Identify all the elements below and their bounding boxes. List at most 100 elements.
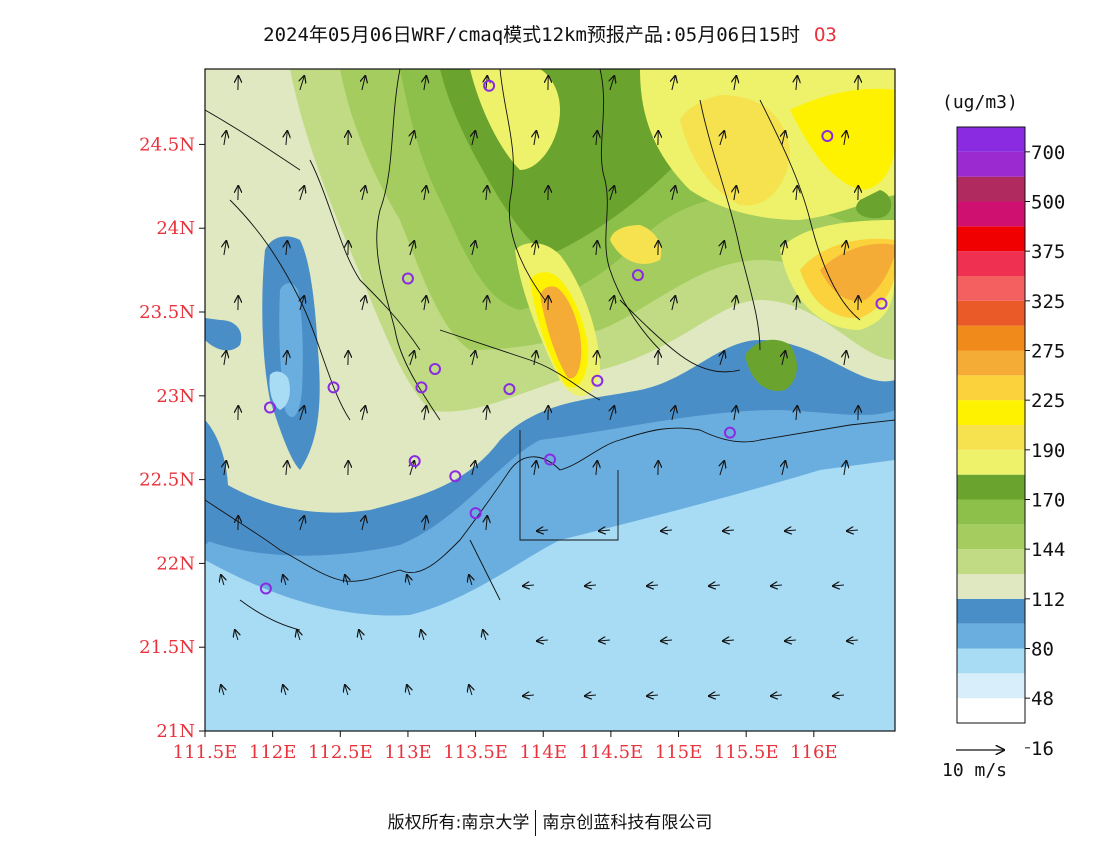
legend-swatch	[957, 325, 1025, 351]
wind-arrow	[847, 530, 858, 531]
wind-arrow	[833, 695, 844, 696]
monitoring-stations	[259, 79, 888, 595]
legend-swatch	[957, 251, 1025, 276]
wind-arrow	[362, 406, 365, 421]
wind-arrow	[469, 685, 472, 696]
wind-arrow	[723, 640, 734, 641]
wind-arrow	[610, 406, 614, 421]
wind-arrow	[734, 296, 736, 311]
wind-arrow	[359, 630, 362, 641]
wind-arrow	[782, 461, 785, 476]
station-marker	[469, 507, 482, 520]
wind-arrow	[596, 131, 597, 146]
wind-arrow	[734, 76, 736, 91]
wind-arrow	[486, 516, 487, 531]
wind-arrow	[472, 351, 475, 366]
legend-swatch	[957, 698, 1025, 723]
legend-swatch	[957, 226, 1025, 252]
wind-arrow	[424, 296, 426, 311]
wind-arrow	[424, 406, 426, 421]
legend-unit: (ug/m3)	[942, 92, 1018, 113]
station-marker	[408, 455, 421, 468]
wind-arrow	[523, 695, 534, 696]
legend-label: 375	[1031, 241, 1065, 263]
wind-arrow	[407, 685, 410, 696]
wind-arrow	[720, 461, 724, 476]
wind-arrow	[661, 530, 672, 531]
wind-arrow	[486, 296, 487, 311]
wind-arrow	[596, 241, 597, 256]
lon-tick-label: 116E	[790, 742, 838, 763]
wind-arrow	[486, 186, 487, 201]
wind-arrow	[585, 585, 596, 586]
wind-arrow	[286, 461, 287, 476]
concentration-field	[205, 69, 895, 731]
wind-arrow	[537, 640, 548, 641]
wind-arrow	[782, 351, 785, 366]
station-marker	[401, 272, 414, 285]
legend-swatch	[957, 276, 1025, 301]
station-marker	[591, 374, 604, 387]
wind-arrow	[286, 351, 287, 366]
legend-label: 112	[1031, 589, 1065, 611]
wind-arrow	[771, 585, 782, 586]
legend-swatch	[957, 499, 1025, 525]
station-marker	[429, 362, 441, 375]
legend-label: 500	[1031, 192, 1065, 214]
field-144-east-patch	[856, 190, 892, 219]
wind-arrow	[221, 575, 224, 586]
province-boundary-4	[699, 99, 761, 351]
wind-arrow	[782, 241, 785, 256]
wind-arrow	[785, 640, 796, 641]
wind-arrow	[844, 131, 846, 146]
station-marker	[263, 401, 276, 414]
lat-tick-label: 22N	[156, 553, 195, 574]
county-boundary-3	[205, 109, 301, 171]
lat-tick-label: 21.5N	[139, 637, 195, 658]
legend-swatch	[957, 474, 1025, 500]
county-boundary-1	[309, 159, 421, 351]
wind-arrow	[283, 685, 286, 696]
wind-arrow	[709, 585, 720, 586]
county-boundary-5	[619, 299, 741, 373]
legend-label: 48	[1031, 688, 1054, 710]
field-190-northeast	[790, 88, 895, 190]
wind-arrow	[224, 461, 226, 476]
color-legend: 700 500 375 325 275 225 190 170 144 112 80 48 16	[956, 126, 1065, 760]
wind-arrow	[596, 351, 597, 366]
legend-swatch	[957, 350, 1025, 376]
lon-tick-label: 114E	[519, 742, 567, 763]
title-text: 2024年05月06日WRF/cmaq模式12km预报产品:05月06日15时	[263, 24, 800, 46]
wind-arrow	[833, 585, 844, 586]
legend-label: 225	[1031, 390, 1065, 412]
wind-arrow	[720, 241, 724, 256]
wind-arrow	[534, 351, 536, 366]
wind-arrow	[472, 461, 475, 476]
lon-tick-label: 113E	[384, 742, 432, 763]
lat-tick-label: 21N	[156, 721, 195, 742]
wind-arrow	[407, 575, 410, 586]
wind-arrow	[286, 131, 287, 146]
legend-swatch	[957, 151, 1025, 177]
wind-arrow	[345, 575, 348, 586]
city-boundary-shenzhen	[519, 430, 619, 541]
wind-vectors	[221, 76, 858, 696]
wind-arrow	[300, 186, 304, 201]
wind-arrow	[585, 695, 596, 696]
wind-arrow	[672, 296, 675, 311]
wind-arrow	[796, 296, 797, 311]
field-160-north	[470, 69, 560, 170]
wind-arrow	[785, 530, 796, 531]
wind-arrow	[771, 695, 782, 696]
legend-swatch	[957, 549, 1025, 574]
wind-arrow	[720, 351, 724, 366]
lat-tick-label: 23N	[156, 386, 195, 407]
field-225-plume	[540, 286, 582, 379]
legend-swatch	[957, 201, 1025, 227]
field-64-west-coast	[205, 420, 229, 545]
wind-arrow	[523, 585, 534, 586]
copyright-org-1: 南京大学	[461, 813, 530, 833]
wind-arrow	[610, 296, 614, 311]
legend-frame	[956, 126, 1026, 724]
